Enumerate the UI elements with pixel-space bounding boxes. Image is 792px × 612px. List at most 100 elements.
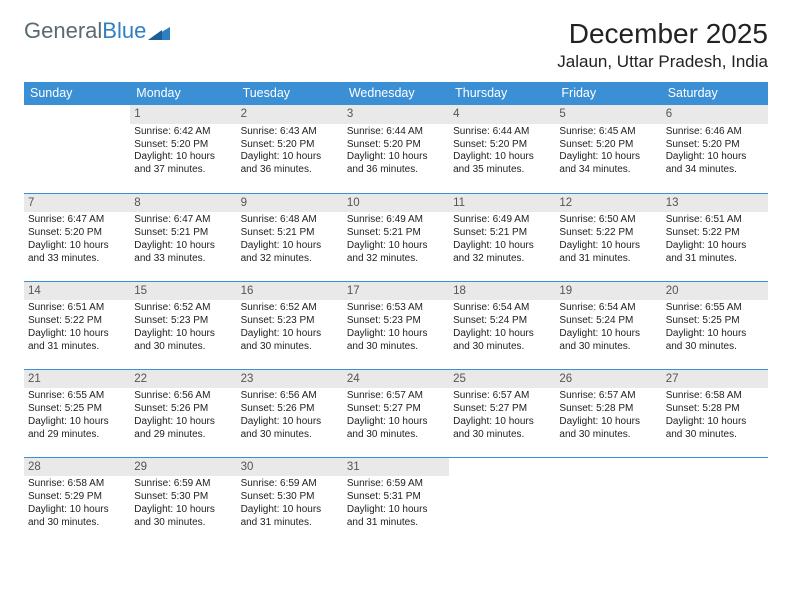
day-details: Sunrise: 6:51 AMSunset: 5:22 PMDaylight:… <box>28 302 126 353</box>
day-details: Sunrise: 6:52 AMSunset: 5:23 PMDaylight:… <box>241 302 339 353</box>
sunset-text: Sunset: 5:20 PM <box>559 139 657 152</box>
calendar-cell: 3Sunrise: 6:44 AMSunset: 5:20 PMDaylight… <box>343 105 449 193</box>
daylight-text: Daylight: 10 hours and 29 minutes. <box>134 416 232 442</box>
header: GeneralBlue December 2025 Jalaun, Uttar … <box>24 18 768 72</box>
daylight-text: Daylight: 10 hours and 30 minutes. <box>347 328 445 354</box>
weekday-header: Thursday <box>449 82 555 105</box>
sunset-text: Sunset: 5:27 PM <box>453 403 551 416</box>
day-number: 13 <box>662 194 768 213</box>
sunset-text: Sunset: 5:21 PM <box>453 227 551 240</box>
day-number: 11 <box>449 194 555 213</box>
logo-text-1: General <box>24 18 102 44</box>
location: Jalaun, Uttar Pradesh, India <box>557 52 768 72</box>
daylight-text: Daylight: 10 hours and 31 minutes. <box>28 328 126 354</box>
daylight-text: Daylight: 10 hours and 30 minutes. <box>453 416 551 442</box>
day-details: Sunrise: 6:54 AMSunset: 5:24 PMDaylight:… <box>559 302 657 353</box>
daylight-text: Daylight: 10 hours and 37 minutes. <box>134 151 232 177</box>
logo-text-2: Blue <box>102 18 146 44</box>
sunrise-text: Sunrise: 6:42 AM <box>134 126 232 139</box>
sunset-text: Sunset: 5:25 PM <box>28 403 126 416</box>
sunset-text: Sunset: 5:31 PM <box>347 491 445 504</box>
sunrise-text: Sunrise: 6:51 AM <box>28 302 126 315</box>
logo-triangle-icon <box>148 20 170 46</box>
calendar-cell: 21Sunrise: 6:55 AMSunset: 5:25 PMDayligh… <box>24 369 130 457</box>
daylight-text: Daylight: 10 hours and 32 minutes. <box>347 240 445 266</box>
day-details: Sunrise: 6:44 AMSunset: 5:20 PMDaylight:… <box>347 126 445 177</box>
day-details: Sunrise: 6:59 AMSunset: 5:30 PMDaylight:… <box>241 478 339 529</box>
day-number: 23 <box>237 370 343 389</box>
day-number: 19 <box>555 282 661 301</box>
sunrise-text: Sunrise: 6:52 AM <box>241 302 339 315</box>
sunrise-text: Sunrise: 6:47 AM <box>134 214 232 227</box>
daylight-text: Daylight: 10 hours and 29 minutes. <box>28 416 126 442</box>
weekday-header: Saturday <box>662 82 768 105</box>
weekday-header: Monday <box>130 82 236 105</box>
sunrise-text: Sunrise: 6:50 AM <box>559 214 657 227</box>
calendar-cell: 19Sunrise: 6:54 AMSunset: 5:24 PMDayligh… <box>555 281 661 369</box>
sunset-text: Sunset: 5:29 PM <box>28 491 126 504</box>
sunrise-text: Sunrise: 6:44 AM <box>453 126 551 139</box>
calendar-cell: 13Sunrise: 6:51 AMSunset: 5:22 PMDayligh… <box>662 193 768 281</box>
sunset-text: Sunset: 5:20 PM <box>666 139 764 152</box>
day-details: Sunrise: 6:45 AMSunset: 5:20 PMDaylight:… <box>559 126 657 177</box>
sunset-text: Sunset: 5:26 PM <box>241 403 339 416</box>
sunrise-text: Sunrise: 6:54 AM <box>453 302 551 315</box>
sunrise-text: Sunrise: 6:45 AM <box>559 126 657 139</box>
day-number: 9 <box>237 194 343 213</box>
calendar-cell: 9Sunrise: 6:48 AMSunset: 5:21 PMDaylight… <box>237 193 343 281</box>
day-details: Sunrise: 6:59 AMSunset: 5:31 PMDaylight:… <box>347 478 445 529</box>
sunset-text: Sunset: 5:20 PM <box>134 139 232 152</box>
calendar-cell: 23Sunrise: 6:56 AMSunset: 5:26 PMDayligh… <box>237 369 343 457</box>
daylight-text: Daylight: 10 hours and 32 minutes. <box>453 240 551 266</box>
calendar-row: 14Sunrise: 6:51 AMSunset: 5:22 PMDayligh… <box>24 281 768 369</box>
day-number: 4 <box>449 105 555 124</box>
calendar-body: 1Sunrise: 6:42 AMSunset: 5:20 PMDaylight… <box>24 105 768 545</box>
sunset-text: Sunset: 5:20 PM <box>241 139 339 152</box>
sunset-text: Sunset: 5:24 PM <box>453 315 551 328</box>
daylight-text: Daylight: 10 hours and 31 minutes. <box>666 240 764 266</box>
daylight-text: Daylight: 10 hours and 30 minutes. <box>28 504 126 530</box>
daylight-text: Daylight: 10 hours and 31 minutes. <box>559 240 657 266</box>
calendar-head: Sunday Monday Tuesday Wednesday Thursday… <box>24 82 768 105</box>
day-details: Sunrise: 6:55 AMSunset: 5:25 PMDaylight:… <box>28 390 126 441</box>
day-number: 24 <box>343 370 449 389</box>
sunset-text: Sunset: 5:30 PM <box>241 491 339 504</box>
daylight-text: Daylight: 10 hours and 36 minutes. <box>241 151 339 177</box>
sunset-text: Sunset: 5:22 PM <box>666 227 764 240</box>
calendar-cell: 30Sunrise: 6:59 AMSunset: 5:30 PMDayligh… <box>237 457 343 545</box>
day-details: Sunrise: 6:57 AMSunset: 5:27 PMDaylight:… <box>347 390 445 441</box>
daylight-text: Daylight: 10 hours and 34 minutes. <box>666 151 764 177</box>
sunrise-text: Sunrise: 6:48 AM <box>241 214 339 227</box>
day-number: 6 <box>662 105 768 124</box>
sunset-text: Sunset: 5:20 PM <box>347 139 445 152</box>
logo: GeneralBlue <box>24 18 170 44</box>
daylight-text: Daylight: 10 hours and 30 minutes. <box>347 416 445 442</box>
daylight-text: Daylight: 10 hours and 35 minutes. <box>453 151 551 177</box>
day-details: Sunrise: 6:49 AMSunset: 5:21 PMDaylight:… <box>453 214 551 265</box>
title-block: December 2025 Jalaun, Uttar Pradesh, Ind… <box>557 18 768 72</box>
sunrise-text: Sunrise: 6:49 AM <box>453 214 551 227</box>
daylight-text: Daylight: 10 hours and 30 minutes. <box>453 328 551 354</box>
day-details: Sunrise: 6:47 AMSunset: 5:21 PMDaylight:… <box>134 214 232 265</box>
sunset-text: Sunset: 5:23 PM <box>347 315 445 328</box>
sunrise-text: Sunrise: 6:44 AM <box>347 126 445 139</box>
day-number: 22 <box>130 370 236 389</box>
calendar-cell: 2Sunrise: 6:43 AMSunset: 5:20 PMDaylight… <box>237 105 343 193</box>
sunset-text: Sunset: 5:23 PM <box>241 315 339 328</box>
sunset-text: Sunset: 5:30 PM <box>134 491 232 504</box>
day-number: 20 <box>662 282 768 301</box>
day-number: 27 <box>662 370 768 389</box>
day-number: 14 <box>24 282 130 301</box>
day-details: Sunrise: 6:58 AMSunset: 5:28 PMDaylight:… <box>666 390 764 441</box>
sunset-text: Sunset: 5:21 PM <box>134 227 232 240</box>
day-number: 25 <box>449 370 555 389</box>
sunrise-text: Sunrise: 6:56 AM <box>241 390 339 403</box>
calendar-cell: 20Sunrise: 6:55 AMSunset: 5:25 PMDayligh… <box>662 281 768 369</box>
weekday-header: Friday <box>555 82 661 105</box>
daylight-text: Daylight: 10 hours and 31 minutes. <box>347 504 445 530</box>
calendar-table: Sunday Monday Tuesday Wednesday Thursday… <box>24 82 768 545</box>
calendar-cell: 14Sunrise: 6:51 AMSunset: 5:22 PMDayligh… <box>24 281 130 369</box>
sunrise-text: Sunrise: 6:56 AM <box>134 390 232 403</box>
sunrise-text: Sunrise: 6:55 AM <box>666 302 764 315</box>
day-number: 2 <box>237 105 343 124</box>
